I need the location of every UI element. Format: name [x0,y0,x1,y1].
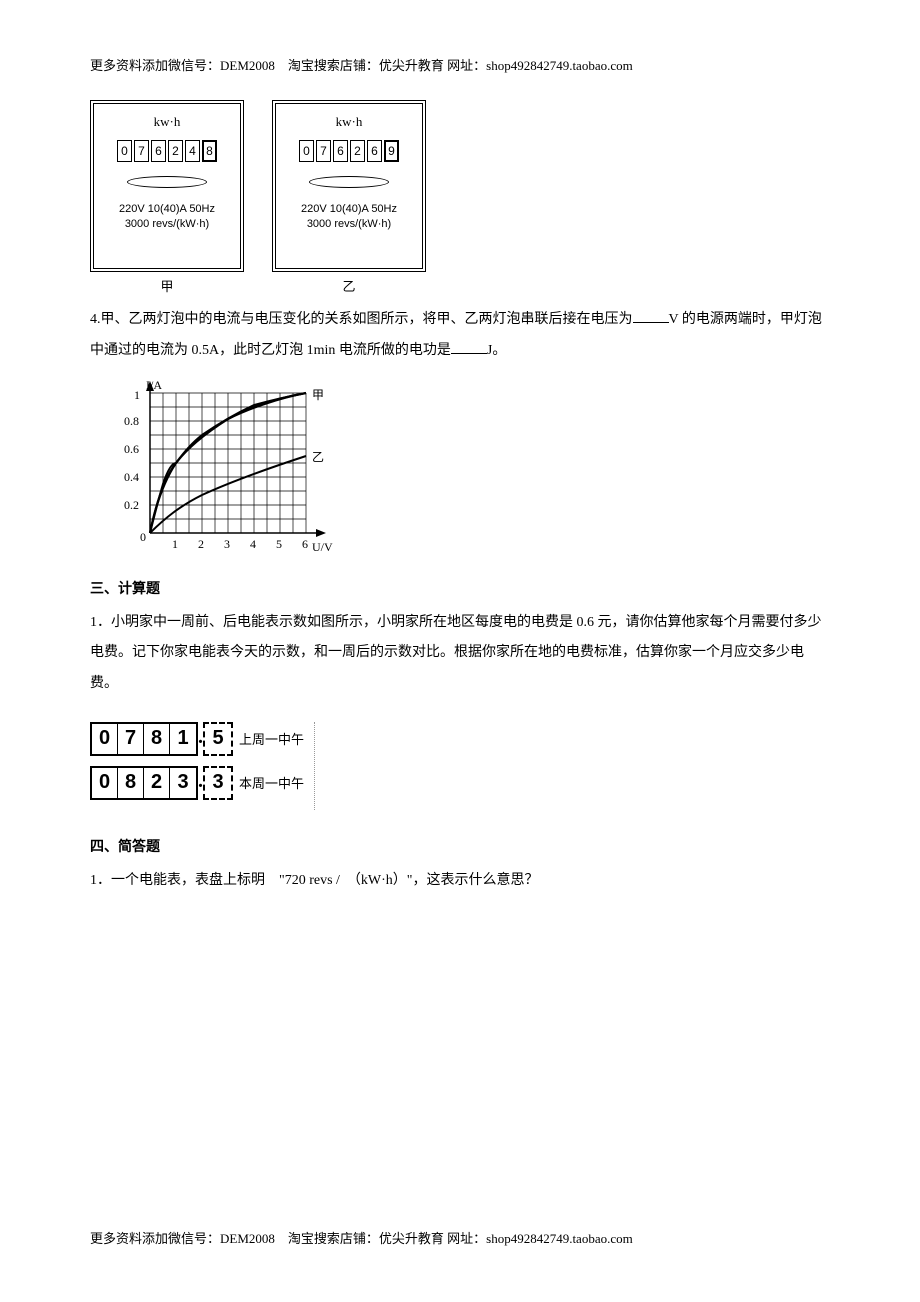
blank-fill [633,309,669,323]
question-4: 4.甲、乙两灯泡中的电流与电压变化的关系如图所示，将甲、乙两灯泡串联后接在电压为… [90,305,830,367]
odo-digit: 0 [92,724,118,754]
section-3-q1: 1．小明家中一周前、后电能表示数如图所示，小明家所在地区每度电的电费是 0.6 … [90,608,830,700]
meter-b-label: 乙 [342,276,355,295]
meter-a-unit: kw·h [154,114,181,130]
page-footer: 更多资料添加微信号：DEM2008 淘宝搜索店铺：优尖升教育 网址：shop49… [90,1228,633,1247]
meter-b: kw·h 0 7 6 2 6 9 220V 10(40)A 50Hz 3000 … [272,100,426,272]
svg-text:0.8: 0.8 [124,414,139,428]
page-header: 更多资料添加微信号：DEM2008 淘宝搜索店铺：优尖升教育 网址：shop49… [90,55,633,74]
meter-digit: 7 [134,140,149,162]
odo-digit: 8 [144,724,170,754]
section-4-title: 四、简答题 [90,836,830,856]
meter-digit: 6 [367,140,382,162]
meter-digit: 2 [350,140,365,162]
svg-text:0.4: 0.4 [124,470,139,484]
svg-text:5: 5 [276,537,282,551]
meter-digit: 4 [185,140,200,162]
meter-digit: 9 [384,140,399,162]
odo-decimal: 5 [203,722,233,756]
meter-b-unit: kw·h [336,114,363,130]
section-4-q1: 1．一个电能表，表盘上标明 "720 revs / （kW·h）"，这表示什么意… [90,866,830,897]
meters-row: kw·h 0 7 6 2 4 8 220V 10(40)A 50Hz 3000 … [90,100,830,295]
meter-disk-icon [309,176,389,188]
meter-a: kw·h 0 7 6 2 4 8 220V 10(40)A 50Hz 3000 … [90,100,244,272]
odo-digit: 3 [205,768,231,798]
blank-fill [451,340,487,354]
odo-digit: 0 [92,768,118,798]
svg-text:3: 3 [224,537,230,551]
svg-text:1: 1 [172,537,178,551]
odo-label-1: 上周一中午 [239,729,304,748]
meter-a-label: 甲 [160,276,173,295]
main-content: kw·h 0 7 6 2 4 8 220V 10(40)A 50Hz 3000 … [90,100,830,897]
meter-spec-line: 220V 10(40)A 50Hz [119,202,215,217]
odometer-row-1: 0 7 8 1 . 5 上周一中午 [90,722,304,756]
svg-text:U/V: U/V [312,540,333,554]
meter-digit: 2 [168,140,183,162]
meter-spec-line: 3000 revs/(kW·h) [301,217,397,232]
odo-digit: 7 [118,724,144,754]
svg-text:1: 1 [134,388,140,402]
meter-a-digits: 0 7 6 2 4 8 [117,140,217,162]
meter-digit: 7 [316,140,331,162]
odo-label-2: 本周一中午 [239,773,304,792]
svg-text:甲: 甲 [312,388,324,402]
meter-spec-line: 220V 10(40)A 50Hz [301,202,397,217]
meter-digit: 6 [151,140,166,162]
meter-digit: 0 [299,140,314,162]
meter-a-wrap: kw·h 0 7 6 2 4 8 220V 10(40)A 50Hz 3000 … [90,100,244,295]
odo-digit: 2 [144,768,170,798]
svg-text:6: 6 [302,537,308,551]
svg-text:0: 0 [140,530,146,544]
meter-digit: 8 [202,140,217,162]
odo-digit: 3 [170,768,196,798]
meter-digit: 6 [333,140,348,162]
iv-chart-svg: 0 1 2 3 4 5 6 0.2 0.4 0.6 0.8 1 I/A U/V … [108,379,338,559]
svg-text:I/A: I/A [146,379,162,392]
meter-b-spec: 220V 10(40)A 50Hz 3000 revs/(kW·h) [301,202,397,233]
q4-prefix: 4.甲、乙两灯泡中的电流与电压变化的关系如图所示，将甲、乙两灯泡串联后接在电压为 [90,312,633,327]
iv-chart: 0 1 2 3 4 5 6 0.2 0.4 0.6 0.8 1 I/A U/V … [108,379,830,564]
odo-digit: 1 [170,724,196,754]
meter-b-digits: 0 7 6 2 6 9 [299,140,399,162]
svg-text:4: 4 [250,537,256,551]
odo-digit: 8 [118,768,144,798]
meter-disk-icon [127,176,207,188]
svg-text:0.6: 0.6 [124,442,139,456]
q4-suffix: J。 [487,343,506,358]
odometer-group: 0 7 8 1 . 5 上周一中午 0 8 2 3 . 3 本周一中午 [90,722,315,810]
odometer-row-2: 0 8 2 3 . 3 本周一中午 [90,766,304,800]
odo-digits: 0 7 8 1 [90,722,198,756]
odo-digit: 5 [205,724,231,754]
odo-digits: 0 8 2 3 [90,766,198,800]
meter-digit: 0 [117,140,132,162]
section-3-title: 三、计算题 [90,578,830,598]
meter-b-wrap: kw·h 0 7 6 2 6 9 220V 10(40)A 50Hz 3000 … [272,100,426,295]
meter-a-spec: 220V 10(40)A 50Hz 3000 revs/(kW·h) [119,202,215,233]
svg-text:乙: 乙 [312,450,324,464]
meter-spec-line: 3000 revs/(kW·h) [119,217,215,232]
svg-text:2: 2 [198,537,204,551]
odo-decimal: 3 [203,766,233,800]
svg-text:0.2: 0.2 [124,498,139,512]
